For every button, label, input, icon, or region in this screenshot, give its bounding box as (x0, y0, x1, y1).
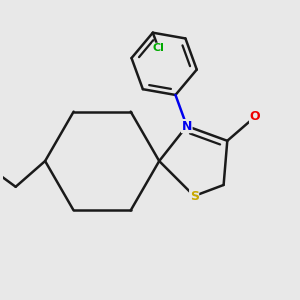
Text: S: S (190, 190, 199, 202)
Text: Cl: Cl (152, 43, 164, 53)
Text: O: O (250, 110, 260, 123)
Text: N: N (182, 120, 192, 133)
